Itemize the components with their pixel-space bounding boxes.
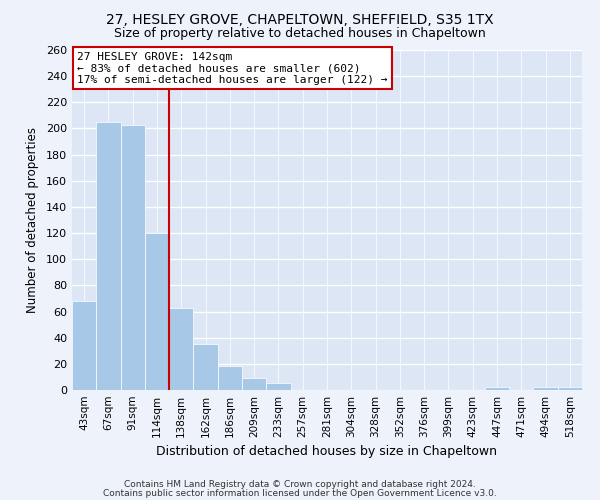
- Bar: [193, 344, 218, 390]
- Y-axis label: Number of detached properties: Number of detached properties: [26, 127, 39, 313]
- Bar: [96, 122, 121, 390]
- Bar: [169, 308, 193, 390]
- Text: 27, HESLEY GROVE, CHAPELTOWN, SHEFFIELD, S35 1TX: 27, HESLEY GROVE, CHAPELTOWN, SHEFFIELD,…: [106, 12, 494, 26]
- Bar: [218, 366, 242, 390]
- Bar: [558, 388, 582, 390]
- Text: 27 HESLEY GROVE: 142sqm
← 83% of detached houses are smaller (602)
17% of semi-d: 27 HESLEY GROVE: 142sqm ← 83% of detache…: [77, 52, 388, 85]
- Bar: [145, 233, 169, 390]
- Bar: [72, 301, 96, 390]
- Bar: [533, 388, 558, 390]
- Bar: [266, 384, 290, 390]
- Text: Contains HM Land Registry data © Crown copyright and database right 2024.: Contains HM Land Registry data © Crown c…: [124, 480, 476, 489]
- X-axis label: Distribution of detached houses by size in Chapeltown: Distribution of detached houses by size …: [157, 446, 497, 458]
- Text: Size of property relative to detached houses in Chapeltown: Size of property relative to detached ho…: [114, 28, 486, 40]
- Bar: [121, 124, 145, 390]
- Text: Contains public sector information licensed under the Open Government Licence v3: Contains public sector information licen…: [103, 488, 497, 498]
- Bar: [485, 388, 509, 390]
- Bar: [242, 378, 266, 390]
